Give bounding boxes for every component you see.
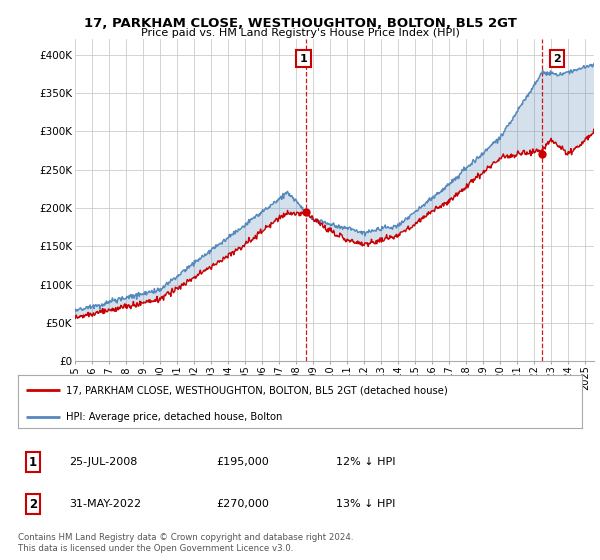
Text: 13% ↓ HPI: 13% ↓ HPI — [336, 499, 395, 509]
Text: 2: 2 — [553, 54, 561, 63]
Text: Price paid vs. HM Land Registry's House Price Index (HPI): Price paid vs. HM Land Registry's House … — [140, 28, 460, 38]
Text: £270,000: £270,000 — [216, 499, 269, 509]
Text: 25-JUL-2008: 25-JUL-2008 — [69, 457, 137, 467]
Text: HPI: Average price, detached house, Bolton: HPI: Average price, detached house, Bolt… — [66, 412, 283, 422]
Text: 31-MAY-2022: 31-MAY-2022 — [69, 499, 141, 509]
Text: 1: 1 — [299, 54, 307, 63]
Text: 12% ↓ HPI: 12% ↓ HPI — [336, 457, 395, 467]
Text: 17, PARKHAM CLOSE, WESTHOUGHTON, BOLTON, BL5 2GT: 17, PARKHAM CLOSE, WESTHOUGHTON, BOLTON,… — [83, 17, 517, 30]
Text: 17, PARKHAM CLOSE, WESTHOUGHTON, BOLTON, BL5 2GT (detached house): 17, PARKHAM CLOSE, WESTHOUGHTON, BOLTON,… — [66, 385, 448, 395]
Text: Contains HM Land Registry data © Crown copyright and database right 2024.
This d: Contains HM Land Registry data © Crown c… — [18, 533, 353, 553]
Text: 1: 1 — [29, 455, 37, 469]
Text: 2: 2 — [29, 497, 37, 511]
Text: £195,000: £195,000 — [216, 457, 269, 467]
